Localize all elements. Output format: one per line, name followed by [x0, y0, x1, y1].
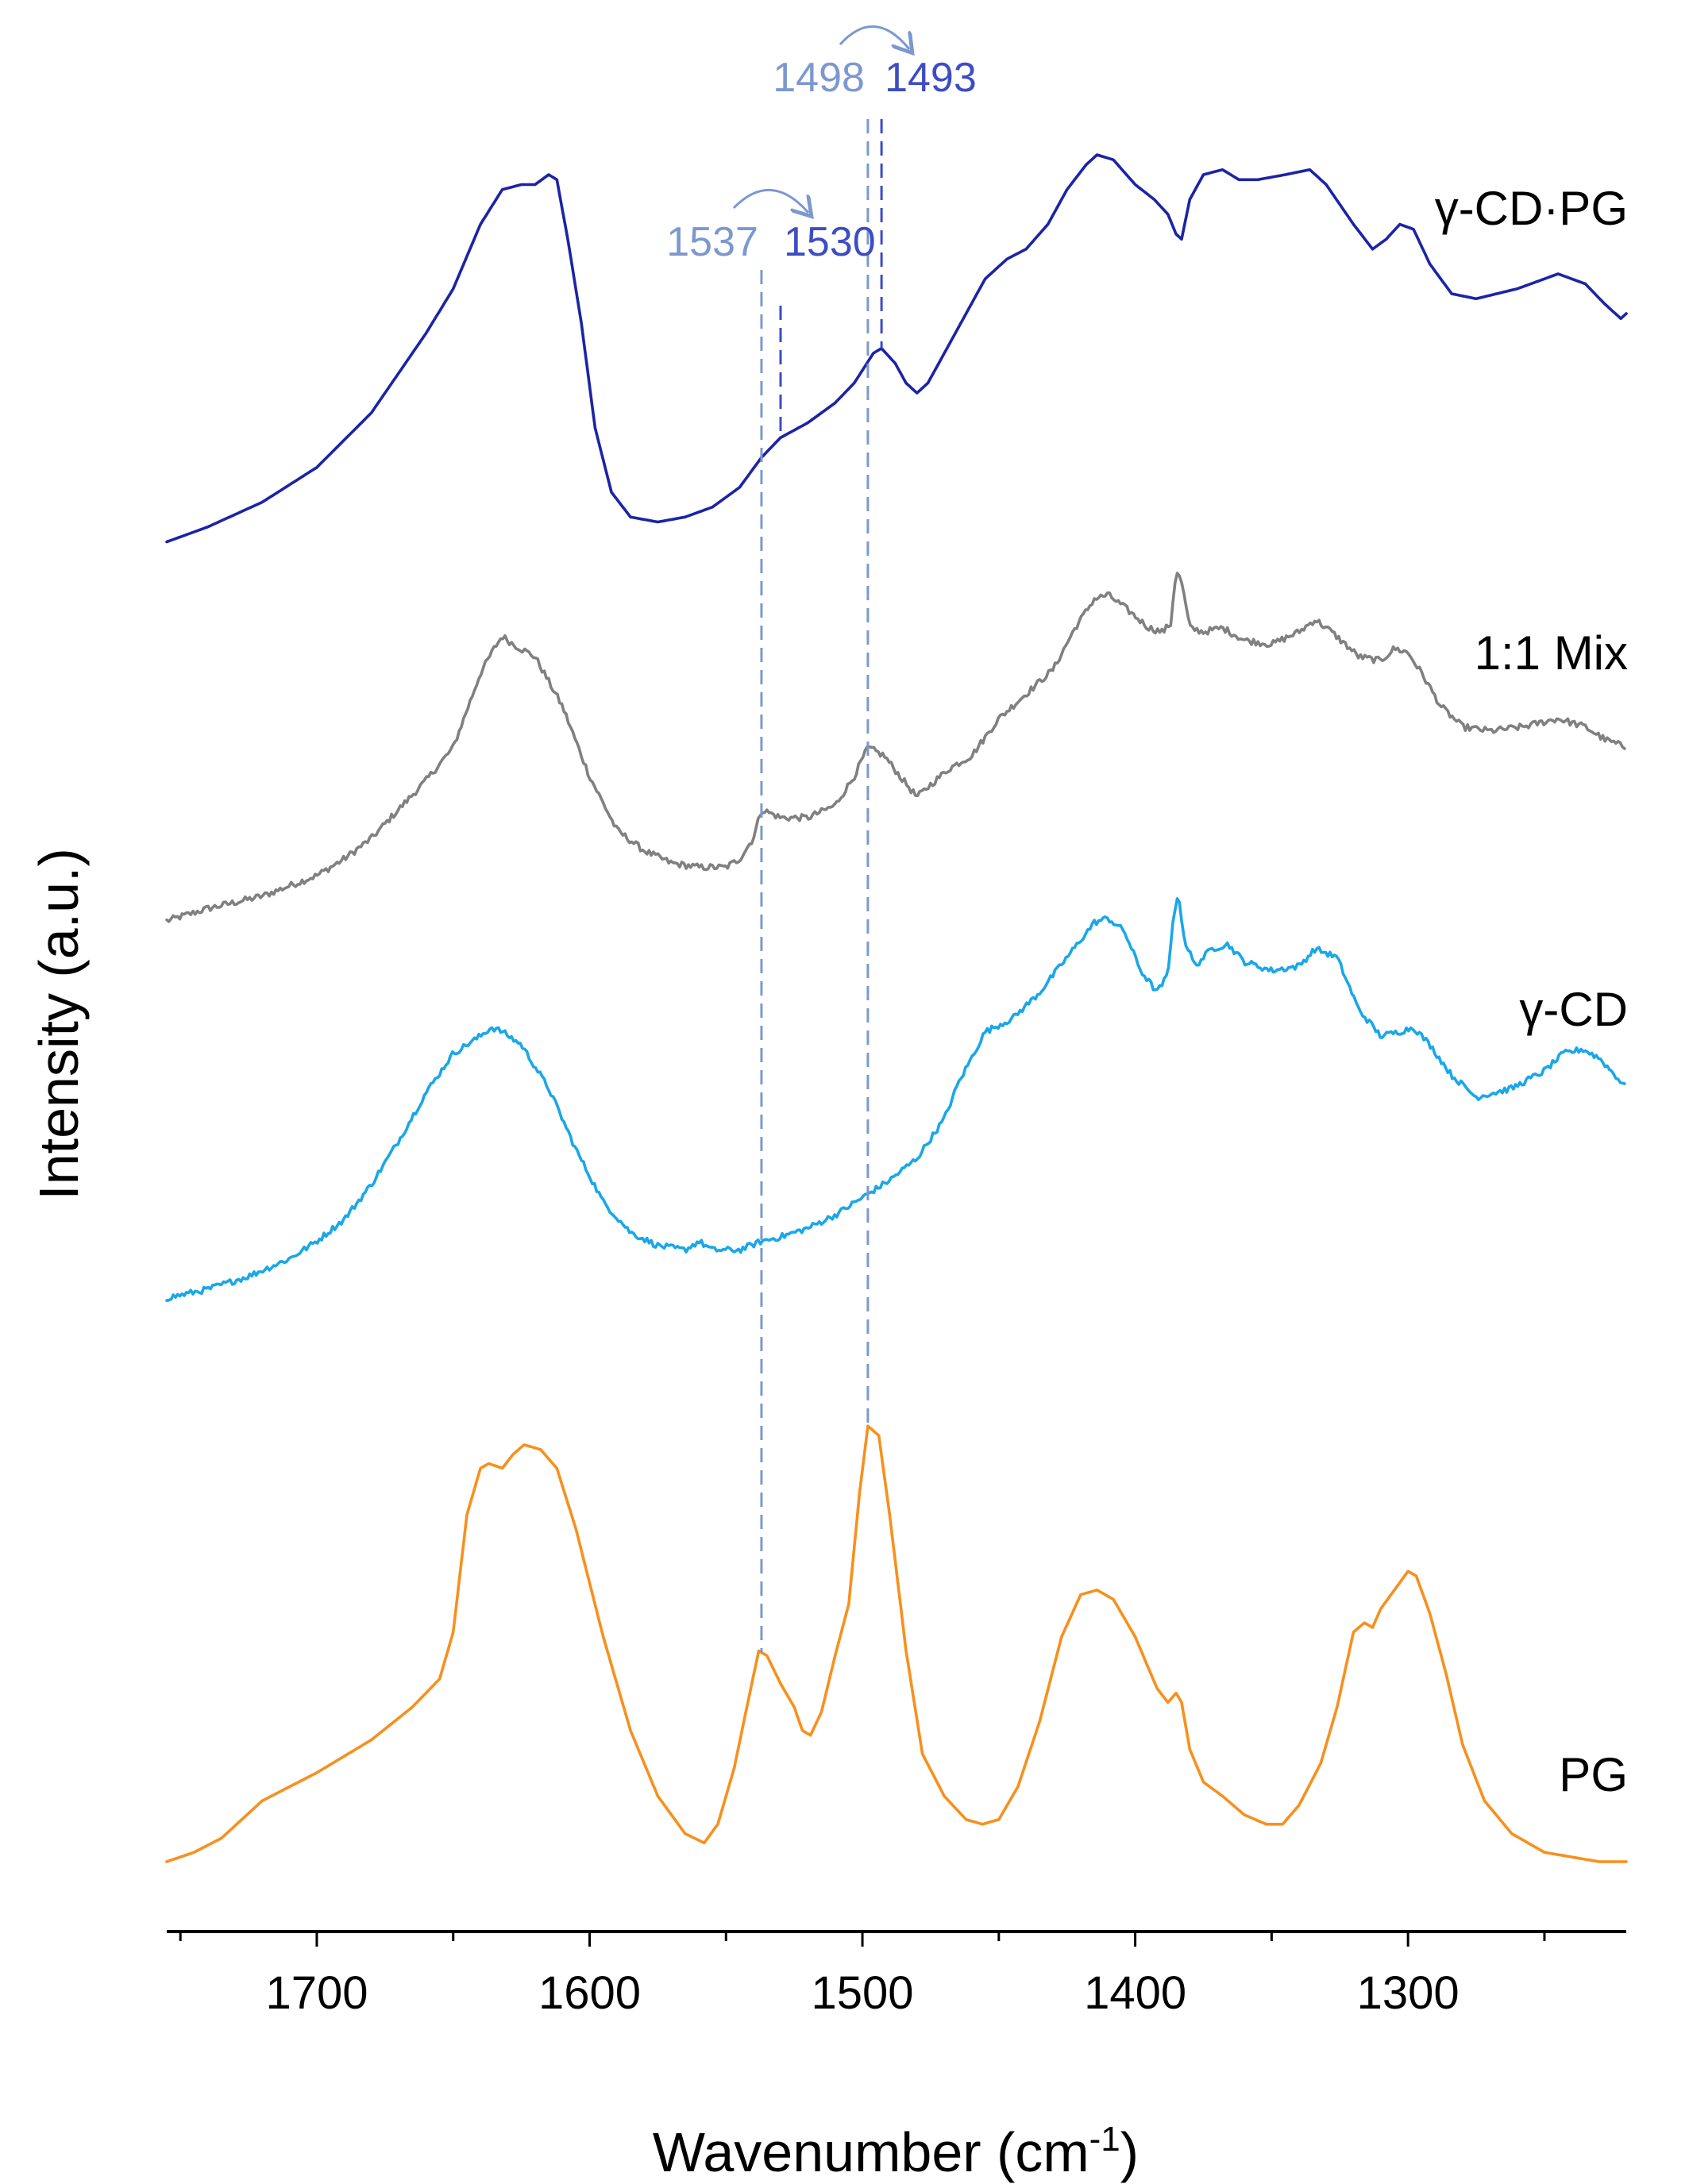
annotation-label-1498: 1498 — [773, 55, 865, 101]
y-axis-title: Intensity (a.u.) — [28, 848, 90, 1200]
annotation-layer: 1537 1530 1498 1493 — [666, 25, 977, 265]
annotation-label-1493: 1493 — [885, 55, 977, 101]
annotation-label-1530: 1530 — [784, 219, 876, 265]
x-tick-label-1400: 1400 — [1084, 1967, 1186, 2019]
x-axis-title: Wavenumber (cm-1) — [653, 2120, 1139, 2183]
x-axis-ticks: 1700 1600 1500 1400 1300 — [179, 1932, 1546, 2019]
series-label-gamma-cd: γ-CD — [1519, 983, 1628, 1036]
series-line-cd — [165, 897, 1626, 1302]
shift-arrow-1537-1530 — [732, 189, 808, 213]
x-tick-label-1500: 1500 — [812, 1967, 914, 2019]
x-tick-label-1600: 1600 — [538, 1967, 641, 2019]
x-tick-label-1300: 1300 — [1357, 1967, 1460, 2019]
series-label-pg: PG — [1559, 1748, 1628, 1801]
series-line-1-1-mix — [165, 572, 1626, 923]
series-line-cd-pg — [165, 153, 1628, 544]
series-label-gamma-cd-pg: γ-CD·PG — [1435, 182, 1628, 235]
annotation-label-1537: 1537 — [666, 219, 758, 265]
shift-arrow-1498-1493 — [839, 25, 909, 49]
x-tick-label-1700: 1700 — [265, 1967, 368, 2019]
series-line-pg — [165, 1424, 1628, 1863]
series-layer — [165, 153, 1628, 1863]
series-label-mix: 1:1 Mix — [1475, 626, 1628, 680]
guide-layer — [760, 119, 883, 1653]
